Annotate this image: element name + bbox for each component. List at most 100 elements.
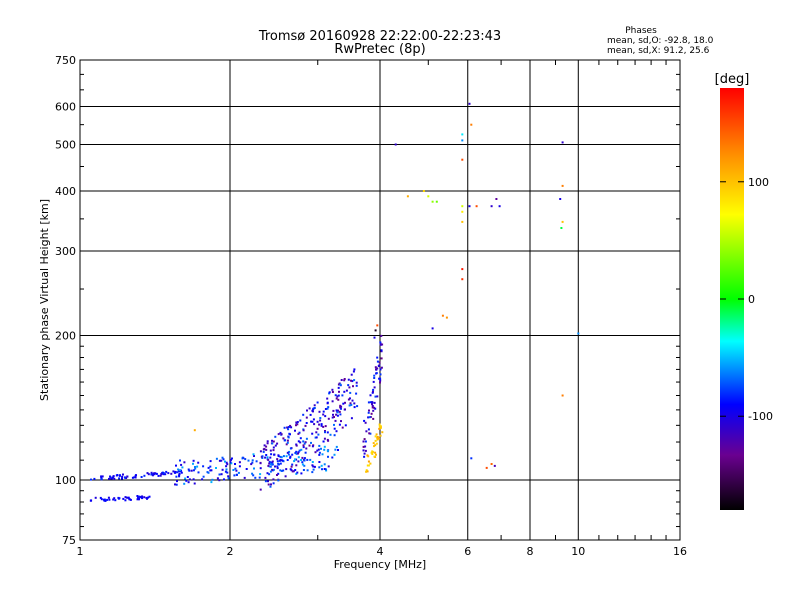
echo-point xyxy=(374,439,377,442)
echo-point xyxy=(286,459,289,461)
echo-point xyxy=(273,453,276,456)
plot-frame xyxy=(79,59,681,541)
echo-point xyxy=(100,476,103,479)
echo-point xyxy=(277,433,280,436)
echo-point xyxy=(287,453,290,456)
echo-point xyxy=(295,450,298,453)
echo-point xyxy=(343,390,346,393)
echo-point xyxy=(369,394,372,397)
echo-point xyxy=(121,475,124,478)
echo-point xyxy=(366,470,369,473)
echo-point xyxy=(326,449,329,452)
echo-point xyxy=(364,440,367,443)
echo-point xyxy=(176,471,179,474)
y-tick-label: 600 xyxy=(55,101,76,114)
echo-point xyxy=(276,460,279,463)
echo-point xyxy=(371,453,374,455)
echo-point xyxy=(311,464,314,467)
echo-point xyxy=(324,408,327,410)
echo-point xyxy=(265,454,268,456)
colorbar-tick-label: 100 xyxy=(748,176,769,189)
echo-point xyxy=(331,416,334,419)
echo-point xyxy=(238,465,241,468)
echo-point xyxy=(209,465,212,468)
echo-point xyxy=(284,439,287,442)
echo-point xyxy=(261,457,264,459)
echo-point xyxy=(350,403,353,406)
echo-point xyxy=(378,364,381,367)
echo-point xyxy=(283,426,286,429)
echo-point xyxy=(251,459,254,462)
echo-point xyxy=(294,469,297,471)
echo-point xyxy=(194,467,197,470)
echo-point xyxy=(295,472,298,475)
echo-point xyxy=(112,498,115,501)
echo-point xyxy=(183,482,186,485)
echo-point xyxy=(207,466,210,469)
echo-point xyxy=(379,342,382,345)
echo-point xyxy=(470,123,473,126)
echo-point xyxy=(301,456,304,459)
echo-point xyxy=(276,474,278,476)
echo-point xyxy=(319,419,322,422)
echo-point xyxy=(135,474,137,477)
echo-point xyxy=(311,445,314,448)
echo-point xyxy=(306,469,309,472)
echo-point xyxy=(265,445,268,448)
echo-point xyxy=(202,475,205,478)
echo-point xyxy=(560,227,563,229)
echo-point xyxy=(285,443,288,446)
echo-point xyxy=(337,449,339,451)
echo-point xyxy=(225,461,228,464)
axis-ticks: 1 2 4 6 8 10 16 75 100 200 300 400 500 600 750 xyxy=(55,54,687,558)
echo-point xyxy=(339,406,342,409)
echo-point xyxy=(302,446,305,449)
echo-point xyxy=(312,407,315,410)
echo-point xyxy=(371,401,374,404)
echo-point xyxy=(179,459,181,462)
echo-point xyxy=(337,394,340,397)
echo-point xyxy=(172,470,175,473)
echo-point xyxy=(272,449,275,452)
echo-point xyxy=(350,373,353,376)
echo-point xyxy=(160,473,163,475)
echo-point xyxy=(351,380,354,383)
echo-point xyxy=(272,446,275,449)
echo-point xyxy=(353,379,356,382)
echo-point xyxy=(367,411,370,414)
echo-point xyxy=(311,432,314,435)
echo-point xyxy=(143,474,146,477)
echo-point xyxy=(188,478,191,481)
echo-point xyxy=(206,471,209,474)
echo-point xyxy=(280,456,283,459)
echo-point xyxy=(322,440,325,443)
echo-point xyxy=(368,416,371,419)
echo-point xyxy=(461,220,464,223)
echo-point xyxy=(381,343,384,346)
echo-point xyxy=(177,468,180,471)
echo-point xyxy=(374,329,377,332)
echo-point xyxy=(136,495,139,497)
echo-point xyxy=(333,427,336,430)
echo-point xyxy=(341,426,344,429)
chart-subtitle: RwPretec (8p) xyxy=(334,42,425,57)
echo-point xyxy=(223,478,225,481)
echo-point xyxy=(375,433,378,436)
echo-point xyxy=(324,425,327,428)
echo-point xyxy=(305,422,308,424)
echo-point xyxy=(343,378,346,380)
echo-point xyxy=(178,475,181,478)
echo-point xyxy=(230,462,233,465)
echo-point xyxy=(185,479,188,482)
echo-point xyxy=(318,423,321,426)
echo-point xyxy=(380,357,383,360)
echo-point xyxy=(338,382,341,385)
echo-point xyxy=(274,465,276,468)
echo-point xyxy=(267,464,270,467)
echo-point xyxy=(286,439,289,442)
echo-point xyxy=(255,460,258,463)
echo-point xyxy=(196,465,199,468)
echo-point xyxy=(216,477,219,480)
echo-point xyxy=(301,461,304,464)
echo-point xyxy=(100,478,103,481)
